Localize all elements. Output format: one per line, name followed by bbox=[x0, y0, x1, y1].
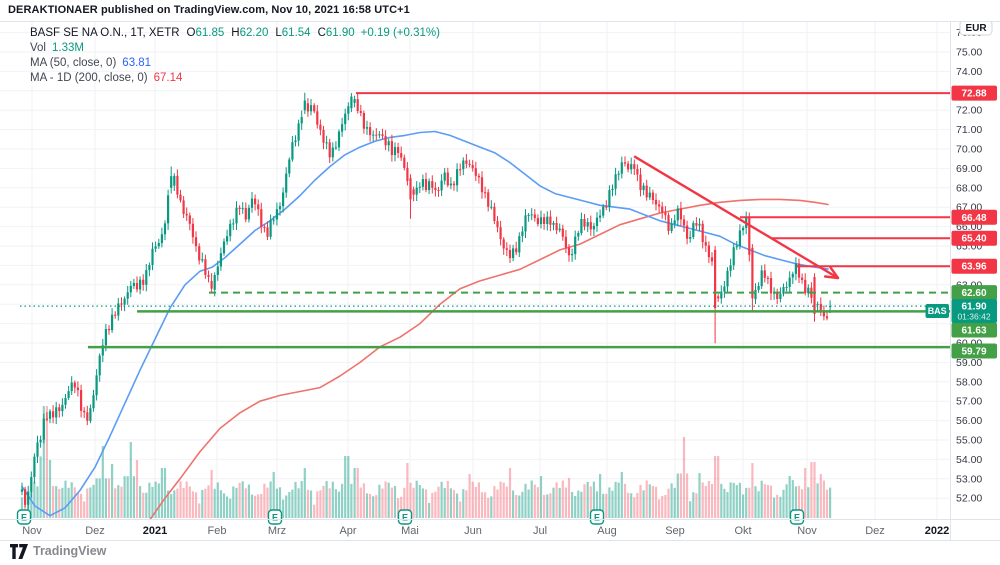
volume-bars bbox=[20, 406, 832, 519]
time-tick: Apr bbox=[339, 525, 356, 537]
time-tick: 2022 bbox=[925, 525, 949, 537]
tradingview-brand-text: TradingView bbox=[33, 544, 107, 558]
legend-ma200-row[interactable]: MA - 1D (200, close, 0) 67.14 bbox=[30, 71, 440, 86]
price-axis[interactable]: 76.0075.0074.0073.0072.0071.0070.0069.00… bbox=[925, 19, 1000, 543]
price-tick: 57.00 bbox=[956, 396, 982, 408]
ohlc-high-value: 62.20 bbox=[239, 27, 269, 39]
time-tick: Feb bbox=[208, 525, 227, 537]
ohlc-open-label: O bbox=[186, 27, 196, 39]
axis-label-66.48 bbox=[951, 209, 997, 225]
time-tick: Mrz bbox=[268, 525, 286, 537]
tradingview-mark-icon bbox=[10, 543, 28, 559]
price-tick: 70.00 bbox=[956, 144, 982, 156]
time-tick: Aug bbox=[597, 525, 617, 537]
price-tick: 71.00 bbox=[956, 124, 982, 136]
time-tick: Nov bbox=[797, 525, 817, 537]
last-price-badge bbox=[951, 299, 997, 323]
time-tick: Mai bbox=[401, 525, 419, 537]
change-value: +0.19 (+0.31%) bbox=[360, 27, 440, 39]
grid-lines bbox=[0, 22, 950, 519]
time-tick: 2021 bbox=[143, 525, 167, 537]
time-tick: Okt bbox=[734, 525, 751, 537]
legend-volume-row[interactable]: Vol 1.33M bbox=[30, 41, 440, 56]
time-tick: Dez bbox=[85, 525, 105, 537]
legend-symbol-row[interactable]: BASF SE NA O.N., 1T, XETR O61.85 H62.20 L61… bbox=[30, 26, 440, 41]
earnings-icon[interactable] bbox=[267, 509, 283, 525]
ma200-label: MA - 1D (200, close, 0) bbox=[30, 72, 148, 84]
time-tick: Sep bbox=[665, 525, 685, 537]
ohlc-close-label: C bbox=[317, 27, 326, 39]
svg-text:E: E bbox=[794, 513, 800, 523]
time-tick: Nov bbox=[22, 525, 42, 537]
price-tick: 53.00 bbox=[956, 473, 982, 485]
axis-label-62.6 bbox=[951, 285, 997, 301]
attribution-text: DERAKTIONAER published on TradingView.co… bbox=[8, 4, 410, 16]
svg-text:E: E bbox=[402, 513, 408, 523]
price-tick: 55.00 bbox=[956, 435, 982, 447]
svg-text:61.63: 61.63 bbox=[961, 326, 986, 337]
time-axis[interactable]: Nov Dez 2021 Feb Mrz Apr Mai Jun Jul Aug Sep Okt Nov… bbox=[0, 519, 1000, 541]
price-tick: 72.00 bbox=[956, 105, 982, 117]
svg-text:59.79: 59.79 bbox=[961, 347, 986, 358]
svg-text:62.60: 62.60 bbox=[961, 288, 986, 299]
earnings-icon[interactable] bbox=[397, 509, 413, 525]
symbol-title[interactable]: BASF SE NA O.N., 1T, XETR bbox=[30, 27, 180, 39]
candles bbox=[20, 92, 832, 510]
time-tick: Dez bbox=[865, 525, 885, 537]
ohlc-low-value: 61.54 bbox=[281, 27, 311, 39]
ma200-value: 67.14 bbox=[153, 72, 183, 84]
axis-label-59.79 bbox=[951, 343, 997, 359]
volume-label: Vol bbox=[30, 42, 46, 54]
axis-label-61.63 bbox=[951, 322, 997, 338]
time-tick: Jul bbox=[533, 525, 547, 537]
svg-text:E: E bbox=[594, 513, 600, 523]
price-tick: 69.00 bbox=[956, 163, 982, 175]
svg-text:72.88: 72.88 bbox=[961, 89, 986, 100]
svg-text:63.96: 63.96 bbox=[961, 262, 986, 273]
ticker-tag bbox=[925, 304, 949, 318]
price-tick: 52.00 bbox=[956, 493, 982, 505]
svg-text:66.48: 66.48 bbox=[961, 213, 986, 224]
ma50-label: MA (50, close, 0) bbox=[30, 57, 117, 69]
axis-label-63.96 bbox=[951, 258, 997, 274]
ohlc-high-label: H bbox=[231, 27, 240, 39]
ma50-value: 63.81 bbox=[122, 57, 152, 69]
price-tick: 54.00 bbox=[956, 454, 982, 466]
ma50-line[interactable] bbox=[21, 130, 829, 517]
svg-text:65.40: 65.40 bbox=[961, 234, 986, 245]
time-tick: Jun bbox=[464, 525, 482, 537]
attribution-bar: DERAKTIONAER published on TradingView.co… bbox=[0, 0, 1000, 22]
price-tick: 58.00 bbox=[956, 376, 982, 388]
svg-text:BAS: BAS bbox=[928, 306, 947, 316]
price-tick: 74.00 bbox=[956, 66, 982, 78]
price-tick: 59.00 bbox=[956, 357, 982, 369]
svg-text:E: E bbox=[21, 513, 27, 523]
ohlc-low-label: L bbox=[275, 27, 282, 39]
axis-label-72.88 bbox=[951, 85, 997, 101]
legend-ma50-row[interactable]: MA (50, close, 0) 63.81 bbox=[30, 56, 440, 71]
price-tick: 68.00 bbox=[956, 182, 982, 194]
axis-label-65.4 bbox=[951, 230, 997, 246]
ohlc-close-value: 61.90 bbox=[325, 27, 355, 39]
svg-text:EUR: EUR bbox=[965, 23, 987, 34]
svg-text:61.90: 61.90 bbox=[961, 302, 986, 313]
chart-legend: BASF SE NA O.N., 1T, XETR O61.85 H62.20 L61… bbox=[30, 26, 440, 86]
trendline-arrow[interactable] bbox=[633, 155, 840, 280]
bar-countdown: 01:36:42 bbox=[957, 312, 990, 322]
tradingview-logo[interactable]: TradingView bbox=[10, 542, 106, 560]
ma200-line[interactable] bbox=[149, 198, 829, 519]
price-tick: 75.00 bbox=[956, 47, 982, 59]
earnings-icon[interactable] bbox=[16, 509, 32, 525]
price-tick: 56.00 bbox=[956, 415, 982, 427]
level-lines[interactable] bbox=[88, 92, 950, 349]
earnings-icon[interactable] bbox=[789, 509, 805, 525]
ohlc-open-value: 61.85 bbox=[195, 27, 225, 39]
earnings-icon[interactable] bbox=[589, 509, 605, 525]
volume-value: 1.33M bbox=[52, 42, 84, 54]
svg-text:E: E bbox=[272, 513, 278, 523]
